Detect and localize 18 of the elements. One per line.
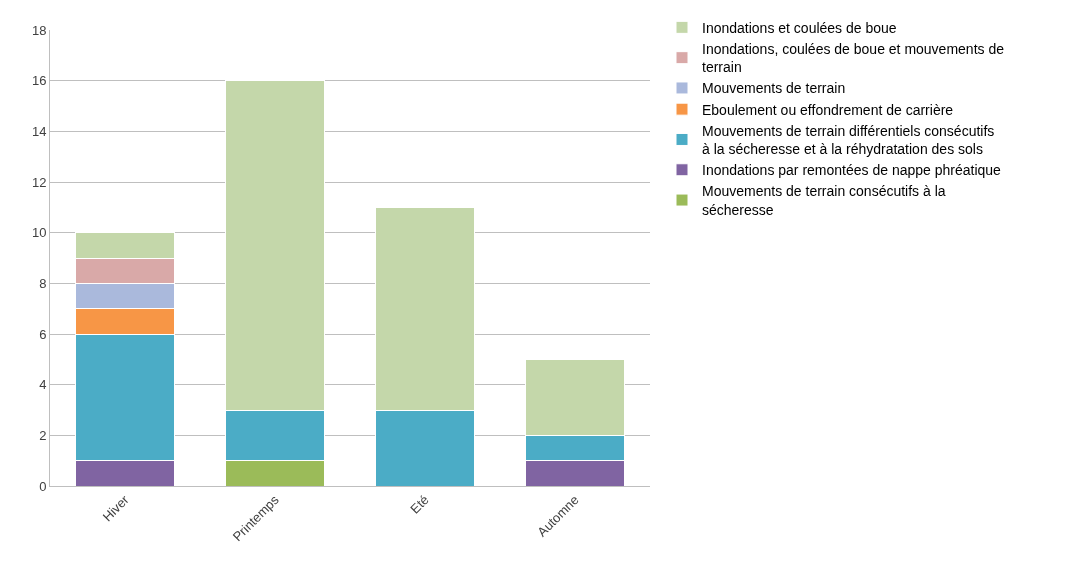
y-tick-label: 16 — [31, 73, 47, 89]
y-tick-label: 10 — [31, 225, 47, 241]
legend-label: Mouvements de terrain consécutifs à la sécheresse — [702, 183, 946, 218]
y-tick-label: 8 — [39, 275, 47, 291]
y-tick-label: 14 — [31, 123, 47, 139]
y-tick-label: 0 — [39, 478, 47, 494]
y-tick-label: 4 — [39, 377, 47, 393]
legend-label: Mouvements de terrain différentiels consécutifs à la sécheresse et à la réhydratation des sols — [702, 122, 995, 158]
y-tick-label: 2 — [39, 427, 47, 443]
x-tick-label: Eté — [407, 492, 432, 517]
legend-label: Eboulement ou effondrement de carrière — [702, 101, 954, 118]
legend-label: Inondations, coulées de boue et mouvements de terrain — [702, 41, 1005, 76]
y-tick-label: 12 — [31, 174, 47, 190]
y-tick-label: 6 — [39, 326, 47, 342]
legend-label: Mouvements de terrain — [702, 80, 846, 97]
legend-label: Inondations et coulées de boue — [702, 19, 897, 36]
y-tick-label: 18 — [31, 22, 47, 38]
legend-label: Inondations par remontées de nappe phréatique — [702, 162, 1002, 179]
